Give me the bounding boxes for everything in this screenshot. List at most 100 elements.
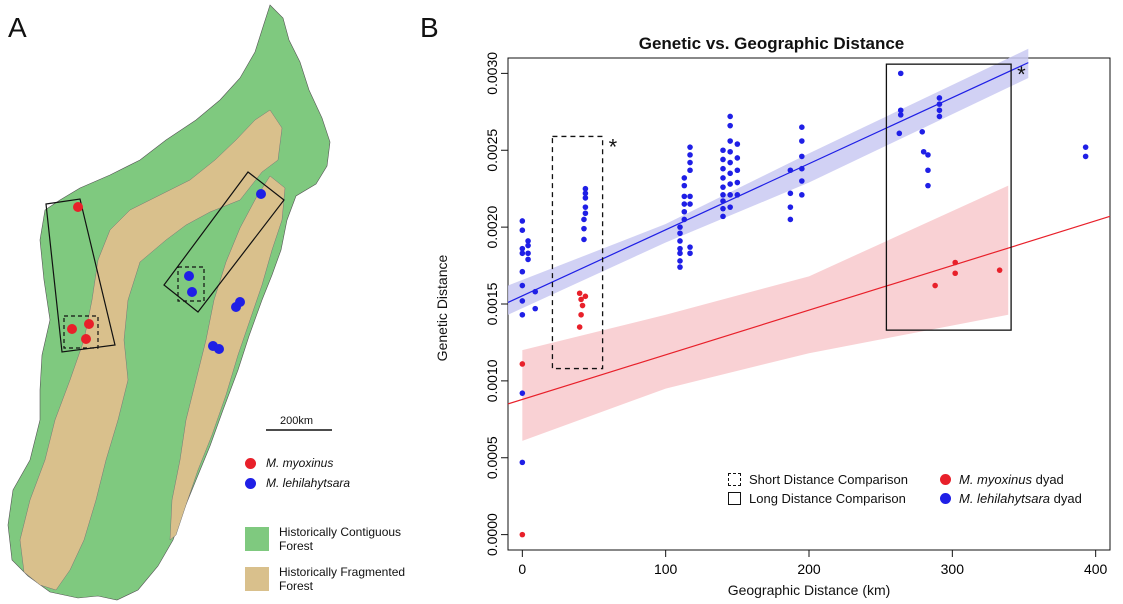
- data-point: [687, 193, 693, 200]
- plot-legend-dot-lehilahytsara: [940, 493, 951, 504]
- plot-legend-label-lehilahytsara: M. lehilahytsara dyad: [959, 491, 1082, 506]
- data-point: [681, 216, 688, 223]
- map-point-myoxinus: [73, 202, 83, 212]
- data-point: [734, 141, 741, 147]
- data-point: [582, 204, 589, 210]
- map-point-lehilahytsara: [214, 344, 224, 354]
- data-point: [687, 152, 693, 158]
- x-tick-label: 400: [1084, 561, 1108, 577]
- data-point: [519, 361, 526, 367]
- x-tick-label: 100: [654, 561, 678, 577]
- data-point: [799, 153, 805, 160]
- data-point: [936, 107, 943, 114]
- data-point: [519, 298, 526, 304]
- data-point: [525, 256, 531, 263]
- significance-asterisk: *: [1017, 62, 1026, 87]
- island-fragmented-forest: [19, 109, 283, 591]
- data-point: [677, 258, 683, 264]
- legend-item-contiguous: Historically Contiguous Forest: [245, 525, 405, 553]
- y-tick-label: 0.0005: [484, 436, 500, 479]
- data-point: [525, 242, 531, 249]
- data-point: [578, 311, 584, 318]
- map-point-myoxinus: [67, 324, 77, 334]
- data-point: [727, 122, 733, 129]
- x-tick-label: 0: [518, 561, 526, 577]
- data-point: [519, 268, 526, 275]
- plot-legend-label-myoxinus: M. myoxinus dyad: [959, 472, 1064, 487]
- data-point: [787, 190, 794, 197]
- data-point: [677, 250, 683, 257]
- data-point: [936, 95, 943, 101]
- map-point-lehilahytsara: [187, 287, 197, 297]
- scatter-plot: * * 0 100 200 300 400 0.0000 0.0005 0.0010 0.001…: [484, 48, 1111, 577]
- legend-dot-myoxinus: [245, 457, 256, 469]
- map-point-myoxinus: [84, 319, 94, 329]
- data-point: [787, 216, 794, 223]
- data-point: [582, 210, 589, 217]
- data-point: [727, 148, 733, 155]
- panel-b-chart: B Genetic vs. Geographic Distance * * 0 10…: [420, 0, 1123, 604]
- data-point: [952, 270, 958, 277]
- island-fragmented-forest-east: [169, 175, 286, 541]
- data-point: [687, 159, 693, 166]
- data-point: [525, 238, 531, 244]
- legend-dot-lehilahytsara: [245, 477, 256, 489]
- data-point: [727, 192, 733, 198]
- data-point: [581, 225, 587, 232]
- data-point: [519, 311, 526, 318]
- data-point: [681, 193, 688, 200]
- data-point: [720, 147, 726, 154]
- data-point: [727, 204, 733, 210]
- legend-label-contiguous: Historically Contiguous Forest: [279, 525, 402, 553]
- data-point: [532, 288, 539, 295]
- data-point: [687, 201, 693, 207]
- data-point: [582, 195, 589, 201]
- data-point: [925, 152, 931, 158]
- legend-label-lehilahytsara: M. lehilahytsara: [266, 476, 351, 490]
- data-point: [727, 159, 733, 166]
- data-point: [720, 165, 726, 172]
- comparison-box: [885, 63, 1012, 331]
- data-point: [996, 267, 1003, 273]
- data-point: [581, 236, 587, 243]
- data-point: [519, 218, 526, 224]
- data-point: [720, 156, 726, 163]
- data-point: [936, 101, 943, 107]
- legend-label-myoxinus: M. myoxinus: [266, 456, 334, 470]
- legend-label-short-distance: Short Distance Comparison: [749, 472, 908, 487]
- data-point: [936, 113, 943, 120]
- legend-swatch-contiguous: [245, 527, 269, 551]
- legend-item-lehilahytsara: M. lehilahytsara: [245, 476, 350, 490]
- data-point: [799, 138, 805, 144]
- data-point: [581, 216, 587, 223]
- data-point: [919, 129, 926, 135]
- data-point: [720, 184, 726, 190]
- legend-item-myoxinus: M. myoxinus: [245, 456, 350, 470]
- map-myoxinus-points: [67, 202, 94, 344]
- panel-b-letter: B: [420, 12, 439, 43]
- data-point: [677, 238, 683, 244]
- data-point: [720, 213, 726, 220]
- data-point: [734, 155, 741, 161]
- legend-swatch-fragmented: [245, 567, 269, 591]
- map-point-lehilahytsara: [235, 297, 245, 307]
- map-short-distance-box-west: [63, 315, 99, 349]
- data-point: [920, 148, 927, 155]
- data-point: [952, 259, 958, 266]
- map-long-distance-box-west: [45, 198, 116, 353]
- data-point: [681, 182, 688, 189]
- map-lehilahytsara-points: [184, 189, 266, 354]
- x-axis-title: Geographic Distance (km): [727, 582, 891, 598]
- data-point: [519, 227, 526, 233]
- data-point: [519, 531, 526, 538]
- data-point: [799, 192, 805, 198]
- confidence-band: [522, 185, 1009, 441]
- data-point: [687, 144, 693, 150]
- legend-item-short-distance: Short Distance Comparison: [728, 472, 908, 487]
- plot-legend-item-myoxinus: M. myoxinus dyad: [940, 472, 1082, 487]
- legend-label-long-distance: Long Distance Comparison: [749, 491, 906, 506]
- data-point: [519, 282, 526, 289]
- data-point: [582, 293, 589, 300]
- data-point: [897, 70, 904, 77]
- x-tick-label: 200: [797, 561, 821, 577]
